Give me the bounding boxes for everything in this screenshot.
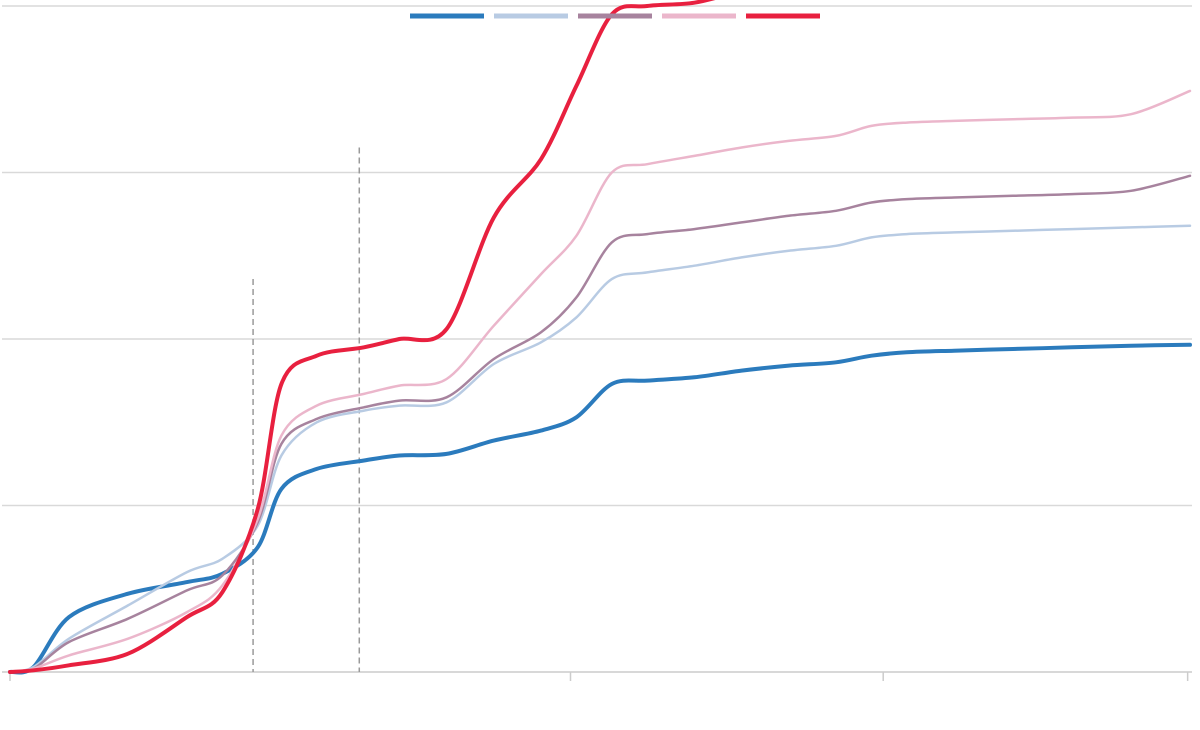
series-line-2 (8, 224, 1192, 674)
series-line-1 (8, 342, 1192, 675)
reference-lines (252, 147, 361, 672)
series-line-5 (8, 0, 716, 674)
x-axis (2, 671, 1192, 681)
series-line-4 (8, 89, 1192, 674)
series-line-3 (8, 174, 1192, 674)
series-lines (8, 0, 1192, 675)
gridlines (2, 5, 1192, 507)
